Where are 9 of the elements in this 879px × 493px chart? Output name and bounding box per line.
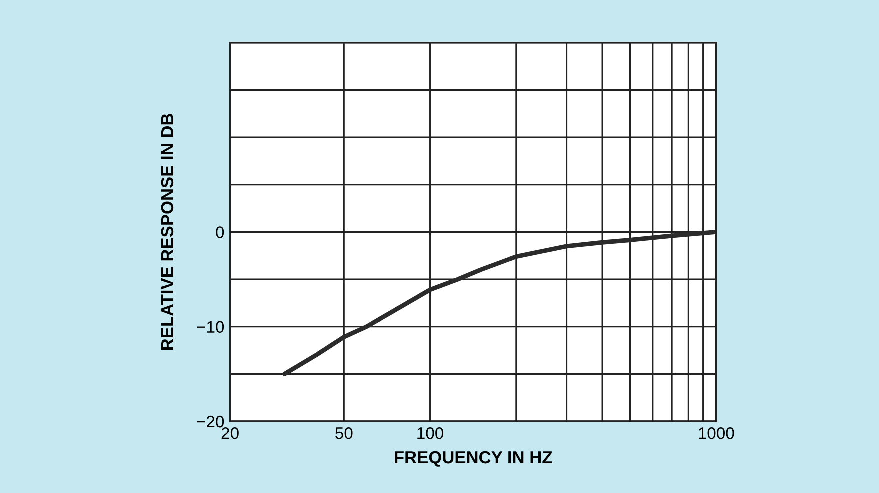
x-tick-label: 20: [222, 428, 239, 440]
x-tick-label: 1000: [699, 428, 734, 440]
x-tick-label: 100: [418, 428, 444, 440]
x-tick-label: 50: [336, 428, 353, 440]
y-tick-label: 0: [216, 226, 224, 238]
y-tick-label: −10: [197, 321, 224, 334]
y-tick-label: −20: [197, 416, 224, 428]
x-axis-title: FREQUENCY IN HZ: [395, 451, 552, 467]
y-axis-title: RELATIVE RESPONSE IN DB: [161, 114, 174, 350]
